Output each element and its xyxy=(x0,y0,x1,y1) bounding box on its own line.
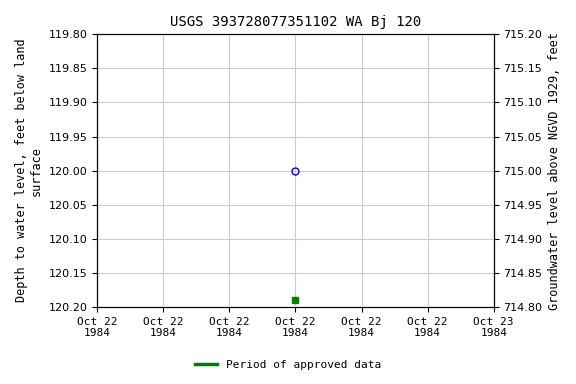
Title: USGS 393728077351102 WA Bj 120: USGS 393728077351102 WA Bj 120 xyxy=(170,15,421,29)
Y-axis label: Depth to water level, feet below land
surface: Depth to water level, feet below land su… xyxy=(15,39,43,303)
Legend: Period of approved data: Period of approved data xyxy=(191,356,385,375)
Y-axis label: Groundwater level above NGVD 1929, feet: Groundwater level above NGVD 1929, feet xyxy=(548,32,561,310)
